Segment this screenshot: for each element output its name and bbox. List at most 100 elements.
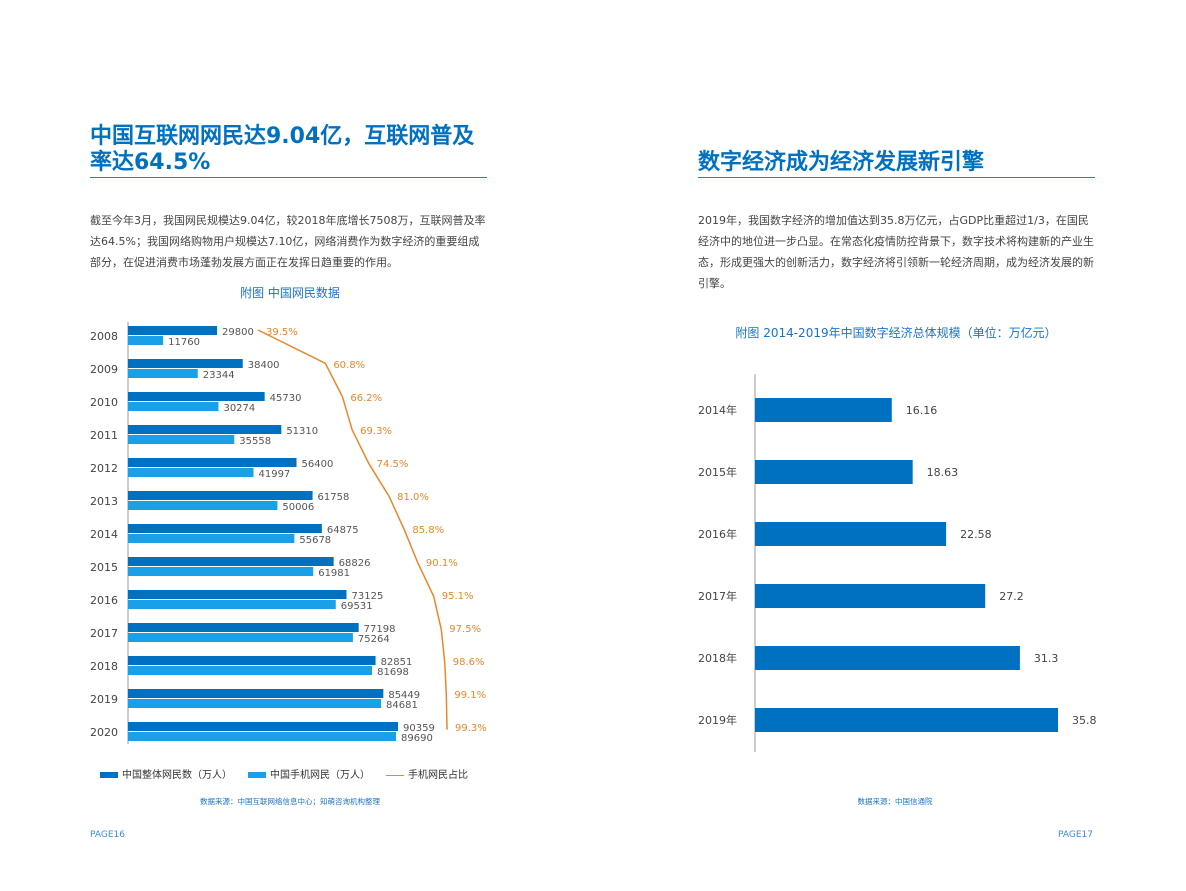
total-netizen-value: 73125: [352, 591, 384, 602]
digital-economy-value: 35.8: [1072, 714, 1097, 727]
digital-economy-chart: 2014年 16.16 2015年 18.63 2016年 22.58 2017年 27.2 2…: [698, 374, 1097, 752]
year-tick-label: 2011: [90, 429, 118, 442]
year-tick-label: 2008: [90, 330, 118, 343]
legend-swatch-total: [100, 772, 118, 778]
ratio-value-label: 99.1%: [454, 690, 486, 701]
mobile-ratio-line: [257, 329, 448, 730]
digital-economy-bar: [755, 708, 1058, 732]
year-tick-label: 2012: [90, 462, 118, 475]
left-source-note: 数据来源：中国互联网络信息中心；知萌咨询机构整理: [200, 797, 380, 806]
ratio-value-label: 97.5%: [449, 624, 481, 635]
ratio-value-label: 39.5%: [266, 327, 298, 338]
digital-economy-value: 22.58: [960, 528, 992, 541]
total-netizen-bar: [128, 425, 282, 434]
legend-item-mobile: 中国手机网民（万人）: [248, 769, 370, 783]
legend-item-ratio: 手机网民占比: [386, 769, 468, 783]
total-netizen-value: 38400: [248, 360, 280, 371]
netizen-chart-legend: 中国整体网民数（万人） 中国手机网民（万人） 手机网民占比: [100, 769, 520, 783]
year-tick-label: 2013: [90, 495, 118, 508]
year-tick-label: 2009: [90, 363, 118, 376]
total-netizen-value: 61758: [318, 492, 350, 503]
ratio-value-label: 74.5%: [377, 459, 409, 470]
ratio-value-label: 81.0%: [397, 492, 429, 503]
mobile-netizen-bar: [128, 666, 373, 675]
total-netizen-bar: [128, 689, 384, 698]
mobile-netizen-bar: [128, 468, 254, 477]
mobile-netizen-bar: [128, 501, 278, 510]
year-tick-label: 2014年: [698, 403, 737, 417]
year-tick-label: 2016年: [698, 527, 737, 541]
netizen-chart: 2008 29800 11760 39.5% 2009 38400 23344 60.8% 20…: [90, 322, 487, 744]
right-page-title: 数字经济成为经济发展新引擎: [698, 150, 985, 175]
mobile-netizen-bar: [128, 600, 336, 609]
total-netizen-bar: [128, 524, 322, 533]
mobile-netizen-value: 61981: [318, 568, 350, 579]
ratio-value-label: 90.1%: [426, 558, 458, 569]
total-netizen-value: 56400: [302, 459, 334, 470]
right-source-note: 数据来源：中国信通院: [857, 797, 933, 806]
total-netizen-bar: [128, 458, 297, 467]
right-title-rule: [698, 177, 1095, 178]
ratio-value-label: 85.8%: [412, 525, 444, 536]
right-chart-caption: 附图 2014-2019年中国数字经济总体规模（单位：万亿元）: [735, 326, 1057, 340]
digital-economy-value: 27.2: [999, 590, 1024, 603]
mobile-netizen-bar: [128, 567, 314, 576]
total-netizen-bar: [128, 590, 347, 599]
total-netizen-value: 29800: [222, 327, 254, 338]
left-page-number: PAGE16: [90, 830, 125, 840]
left-title-rule: [90, 177, 487, 178]
total-netizen-value: 77198: [364, 624, 396, 635]
ratio-value-label: 99.3%: [455, 723, 487, 734]
digital-economy-bar: [755, 398, 892, 422]
mobile-netizen-bar: [128, 435, 235, 444]
year-tick-label: 2018年: [698, 651, 737, 665]
mobile-netizen-bar: [128, 534, 295, 543]
digital-economy-value: 16.16: [906, 404, 938, 417]
legend-item-total: 中国整体网民数（万人）: [100, 769, 232, 783]
total-netizen-bar: [128, 722, 398, 731]
total-netizen-value: 51310: [286, 426, 318, 437]
year-tick-label: 2017: [90, 627, 118, 640]
digital-economy-value: 31.3: [1034, 652, 1059, 665]
year-tick-label: 2010: [90, 396, 118, 409]
year-tick-label: 2016: [90, 594, 118, 607]
mobile-netizen-value: 30274: [223, 403, 255, 414]
left-chart-caption: 附图 中国网民数据: [240, 286, 340, 300]
digital-economy-bar: [755, 522, 947, 546]
total-netizen-bar: [128, 557, 334, 566]
mobile-netizen-value: 69531: [341, 601, 373, 612]
mobile-netizen-value: 55678: [299, 535, 331, 546]
left-page-title: 中国互联网网民达9.04亿，互联网普及率达64.5%: [90, 124, 475, 175]
total-netizen-value: 45730: [270, 393, 302, 404]
ratio-value-label: 60.8%: [333, 360, 365, 371]
year-tick-label: 2015: [90, 561, 118, 574]
total-netizen-bar: [128, 491, 313, 500]
total-netizen-bar: [128, 623, 359, 632]
year-tick-label: 2018: [90, 660, 118, 673]
digital-economy-bar: [755, 584, 986, 608]
mobile-netizen-value: 75264: [358, 634, 390, 645]
legend-label-mobile: 中国手机网民（万人）: [270, 770, 370, 781]
ratio-value-label: 69.3%: [360, 426, 392, 437]
mobile-netizen-value: 23344: [203, 370, 235, 381]
year-tick-label: 2017年: [698, 589, 737, 603]
total-netizen-bar: [128, 656, 376, 665]
mobile-netizen-value: 41997: [258, 469, 290, 480]
year-tick-label: 2014: [90, 528, 118, 541]
mobile-netizen-bar: [128, 402, 219, 411]
mobile-netizen-value: 50006: [282, 502, 314, 513]
legend-label-ratio: 手机网民占比: [408, 770, 468, 781]
legend-swatch-ratio: [386, 774, 404, 776]
ratio-value-label: 66.2%: [350, 393, 382, 404]
year-tick-label: 2015年: [698, 465, 737, 479]
mobile-netizen-value: 81698: [377, 667, 409, 678]
right-page-number: PAGE17: [1058, 830, 1093, 840]
legend-swatch-mobile: [248, 772, 266, 778]
right-body-text: 2019年，我国数字经济的增加值达到35.8万亿元，占GDP比重超过1/3，在国…: [698, 214, 1094, 290]
year-tick-label: 2019: [90, 693, 118, 706]
mobile-netizen-bar: [128, 369, 198, 378]
digital-economy-value: 18.63: [927, 466, 959, 479]
total-netizen-value: 90359: [403, 723, 435, 734]
left-body-text: 截至今年3月，我国网民规模达9.04亿，较2018年底增长7508万，互联网普及…: [90, 214, 486, 269]
total-netizen-value: 64875: [327, 525, 359, 536]
